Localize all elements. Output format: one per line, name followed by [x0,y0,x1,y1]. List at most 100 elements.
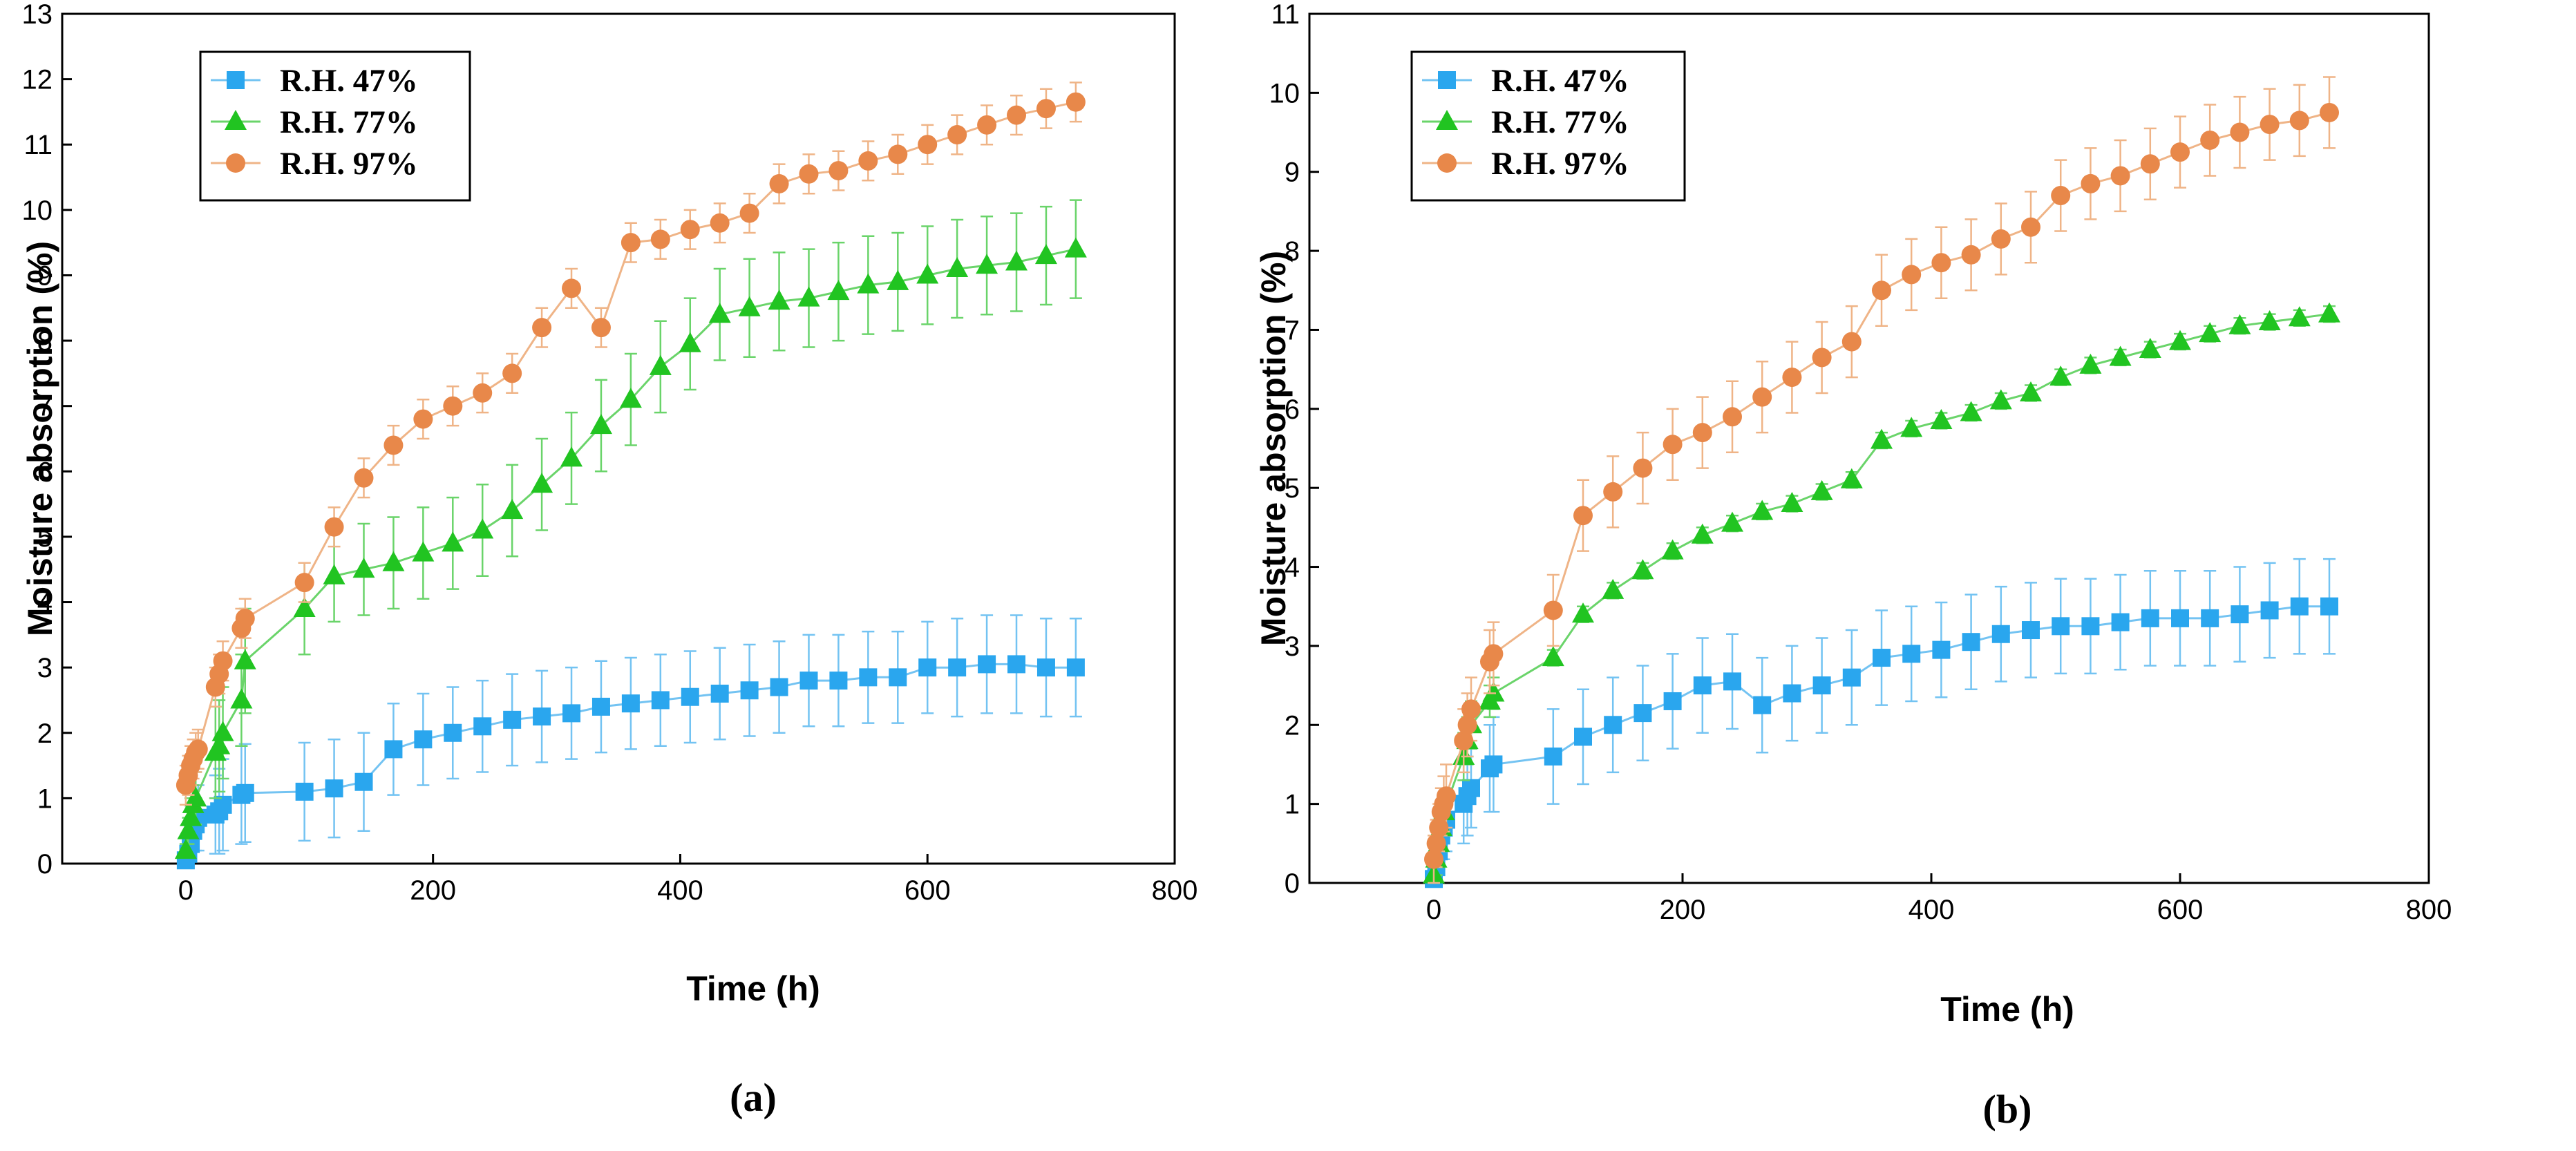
data-point [1721,511,1743,532]
data-point [354,468,374,488]
data-point [887,269,909,290]
y-tick-label: 6 [37,457,53,487]
legend-box [1410,50,1686,202]
data-point [740,681,759,700]
legend-label: R.H. 77% [1491,104,1629,140]
data-point [589,414,612,435]
series-rh77 [174,199,1087,859]
legend-marker [227,71,245,89]
data-point [295,782,314,801]
y-tick-label: 8 [37,326,53,356]
data-point [1633,704,1652,723]
data-point [2199,322,2222,343]
data-point [1930,408,1953,429]
data-point [1692,423,1712,443]
data-point [382,551,405,571]
data-point [1661,539,1684,560]
data-point [1752,387,1772,407]
x-tick-label: 0 [178,875,193,906]
data-point [1783,684,1801,703]
data-point [2139,338,2161,359]
chart-panel-b: 0 1 2 3 4 5 6 7 8 9 10 11 0 200 400 600 800 Moisture abs… [1254,0,2452,1132]
data-point [739,203,759,223]
y-tick-label: 12 [22,65,53,95]
data-point [2021,217,2040,237]
legend-items: R.H. 47% R.H. 77% R.H. 97% [211,63,418,182]
data-point [354,772,373,791]
y-tick-label: 1 [37,783,53,814]
data-point [1991,625,2010,643]
data-point [858,151,878,171]
series-rh47 [176,614,1085,870]
y-tick-label: 5 [37,522,53,553]
data-point [2230,122,2250,142]
data-point [1812,348,1832,368]
series-marks [174,82,1087,870]
data-point [681,687,699,706]
data-point [738,296,761,316]
data-point [2288,306,2311,327]
data-point [1782,368,1802,388]
data-point [1462,779,1480,797]
data-point [1604,716,1622,734]
data-point [799,164,819,184]
data-point [1633,458,1653,478]
y-tick-label: 4 [37,588,53,618]
data-point [2260,115,2280,135]
data-point [2049,365,2072,386]
data-point [1036,99,1056,119]
data-point [2109,345,2132,366]
data-point [827,280,850,301]
data-point [502,363,522,383]
y-tick-label: 13 [22,0,53,30]
data-point [829,672,848,690]
data-point [413,409,433,429]
data-point [1543,600,1563,620]
y-axis-label: Moisture absorption (%) [1254,251,1293,646]
x-tick-label: 600 [2157,895,2204,925]
data-point [531,473,553,493]
data-point [2169,330,2191,350]
data-point [2200,130,2220,150]
data-point [211,721,234,741]
data-point [2081,173,2101,193]
data-point [2318,302,2340,323]
data-point [2110,166,2130,186]
data-point [236,783,254,802]
data-point [1484,644,1504,664]
data-point [234,649,256,669]
series-line [184,248,1077,851]
data-point [591,697,610,716]
data-point [1663,435,1683,455]
data-point [621,233,641,253]
data-point [799,672,818,690]
y-tick-label: 7 [1285,315,1300,345]
data-point [325,779,343,798]
data-point [1573,506,1593,526]
data-point [1603,482,1623,502]
data-point [828,161,849,181]
data-point [1457,715,1477,735]
data-point [1484,755,1503,774]
data-point [1873,649,1891,667]
data-point [2289,111,2309,131]
data-point [1542,646,1564,667]
data-point [797,286,820,307]
data-point [1842,668,1861,687]
x-axis-label: Time (h) [1940,990,2074,1029]
data-point [889,668,907,687]
data-point [1064,237,1087,258]
x-tick-label: 0 [1426,895,1441,925]
y-tick-label: 11 [1271,0,1300,30]
data-point [1066,92,1086,112]
data-point [1602,578,1625,599]
data-point [2020,381,2042,401]
data-point [946,257,969,277]
data-point [1989,389,2012,410]
data-point [1461,699,1481,719]
x-tick-label: 200 [410,875,456,906]
data-point [1751,500,1774,520]
panel-caption: (b) [1983,1087,2032,1132]
